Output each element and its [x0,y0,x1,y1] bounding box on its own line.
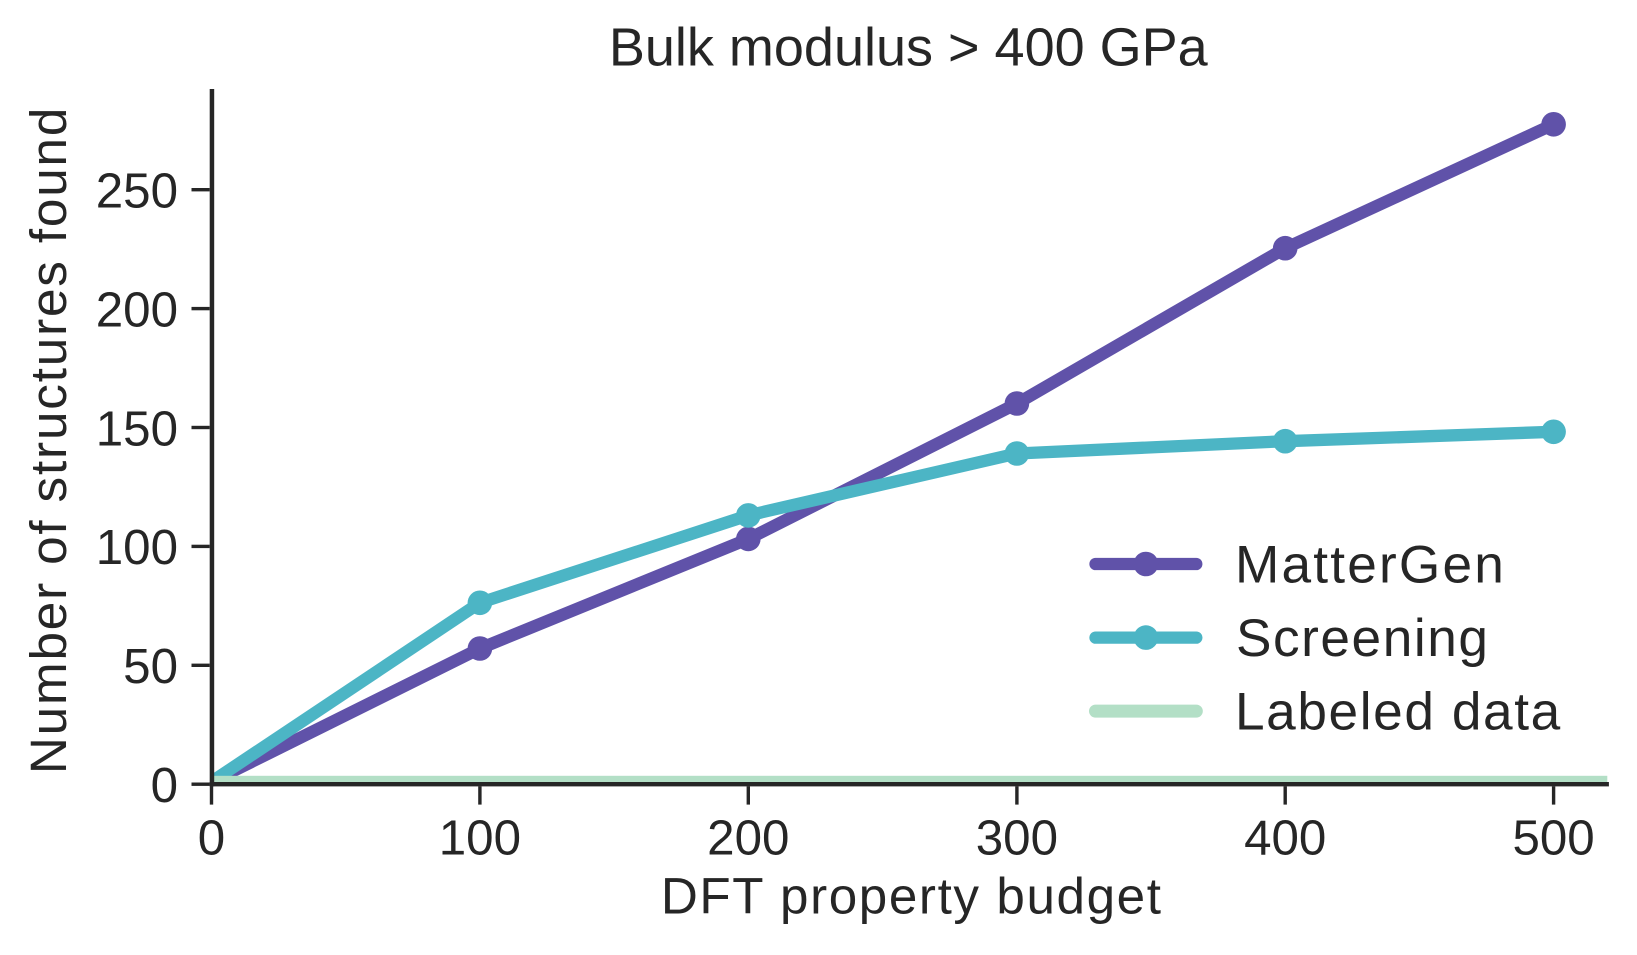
svg-text:DFT property budget: DFT property budget [661,868,1163,925]
svg-text:500: 500 [1512,811,1594,866]
svg-text:400: 400 [1244,811,1326,866]
svg-text:MatterGen: MatterGen [1235,535,1506,594]
svg-text:0: 0 [151,758,178,813]
svg-text:200: 200 [96,282,178,337]
svg-text:Number of structures found: Number of structures found [20,106,77,774]
svg-text:Labeled data: Labeled data [1235,682,1562,741]
svg-text:Screening: Screening [1236,609,1489,668]
svg-text:50: 50 [123,639,178,694]
svg-text:100: 100 [96,520,178,575]
svg-text:250: 250 [96,164,178,219]
svg-text:0: 0 [198,811,225,866]
svg-text:200: 200 [707,811,789,866]
svg-text:100: 100 [439,811,521,866]
svg-text:150: 150 [96,401,178,456]
svg-text:Bulk modulus > 400 GPa: Bulk modulus > 400 GPa [609,18,1209,78]
svg-text:300: 300 [976,811,1058,866]
